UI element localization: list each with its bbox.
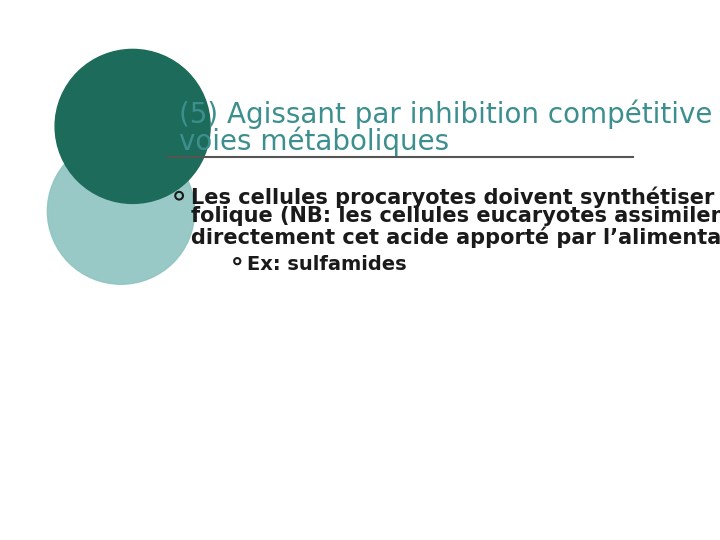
Circle shape xyxy=(48,138,194,284)
Text: Les cellules procaryotes doivent synthétiser l’acide: Les cellules procaryotes doivent synthét… xyxy=(191,186,720,208)
Text: (5) Agissant par inhibition compétitive des: (5) Agissant par inhibition compétitive … xyxy=(179,99,720,129)
Text: voies métaboliques: voies métaboliques xyxy=(179,126,449,156)
Circle shape xyxy=(55,49,210,204)
Text: Ex: sulfamides: Ex: sulfamides xyxy=(246,255,406,274)
Text: directement cet acide apporté par l’alimentation): directement cet acide apporté par l’alim… xyxy=(191,226,720,248)
Text: folique (NB: les cellules eucaryotes assimilent: folique (NB: les cellules eucaryotes ass… xyxy=(191,206,720,226)
